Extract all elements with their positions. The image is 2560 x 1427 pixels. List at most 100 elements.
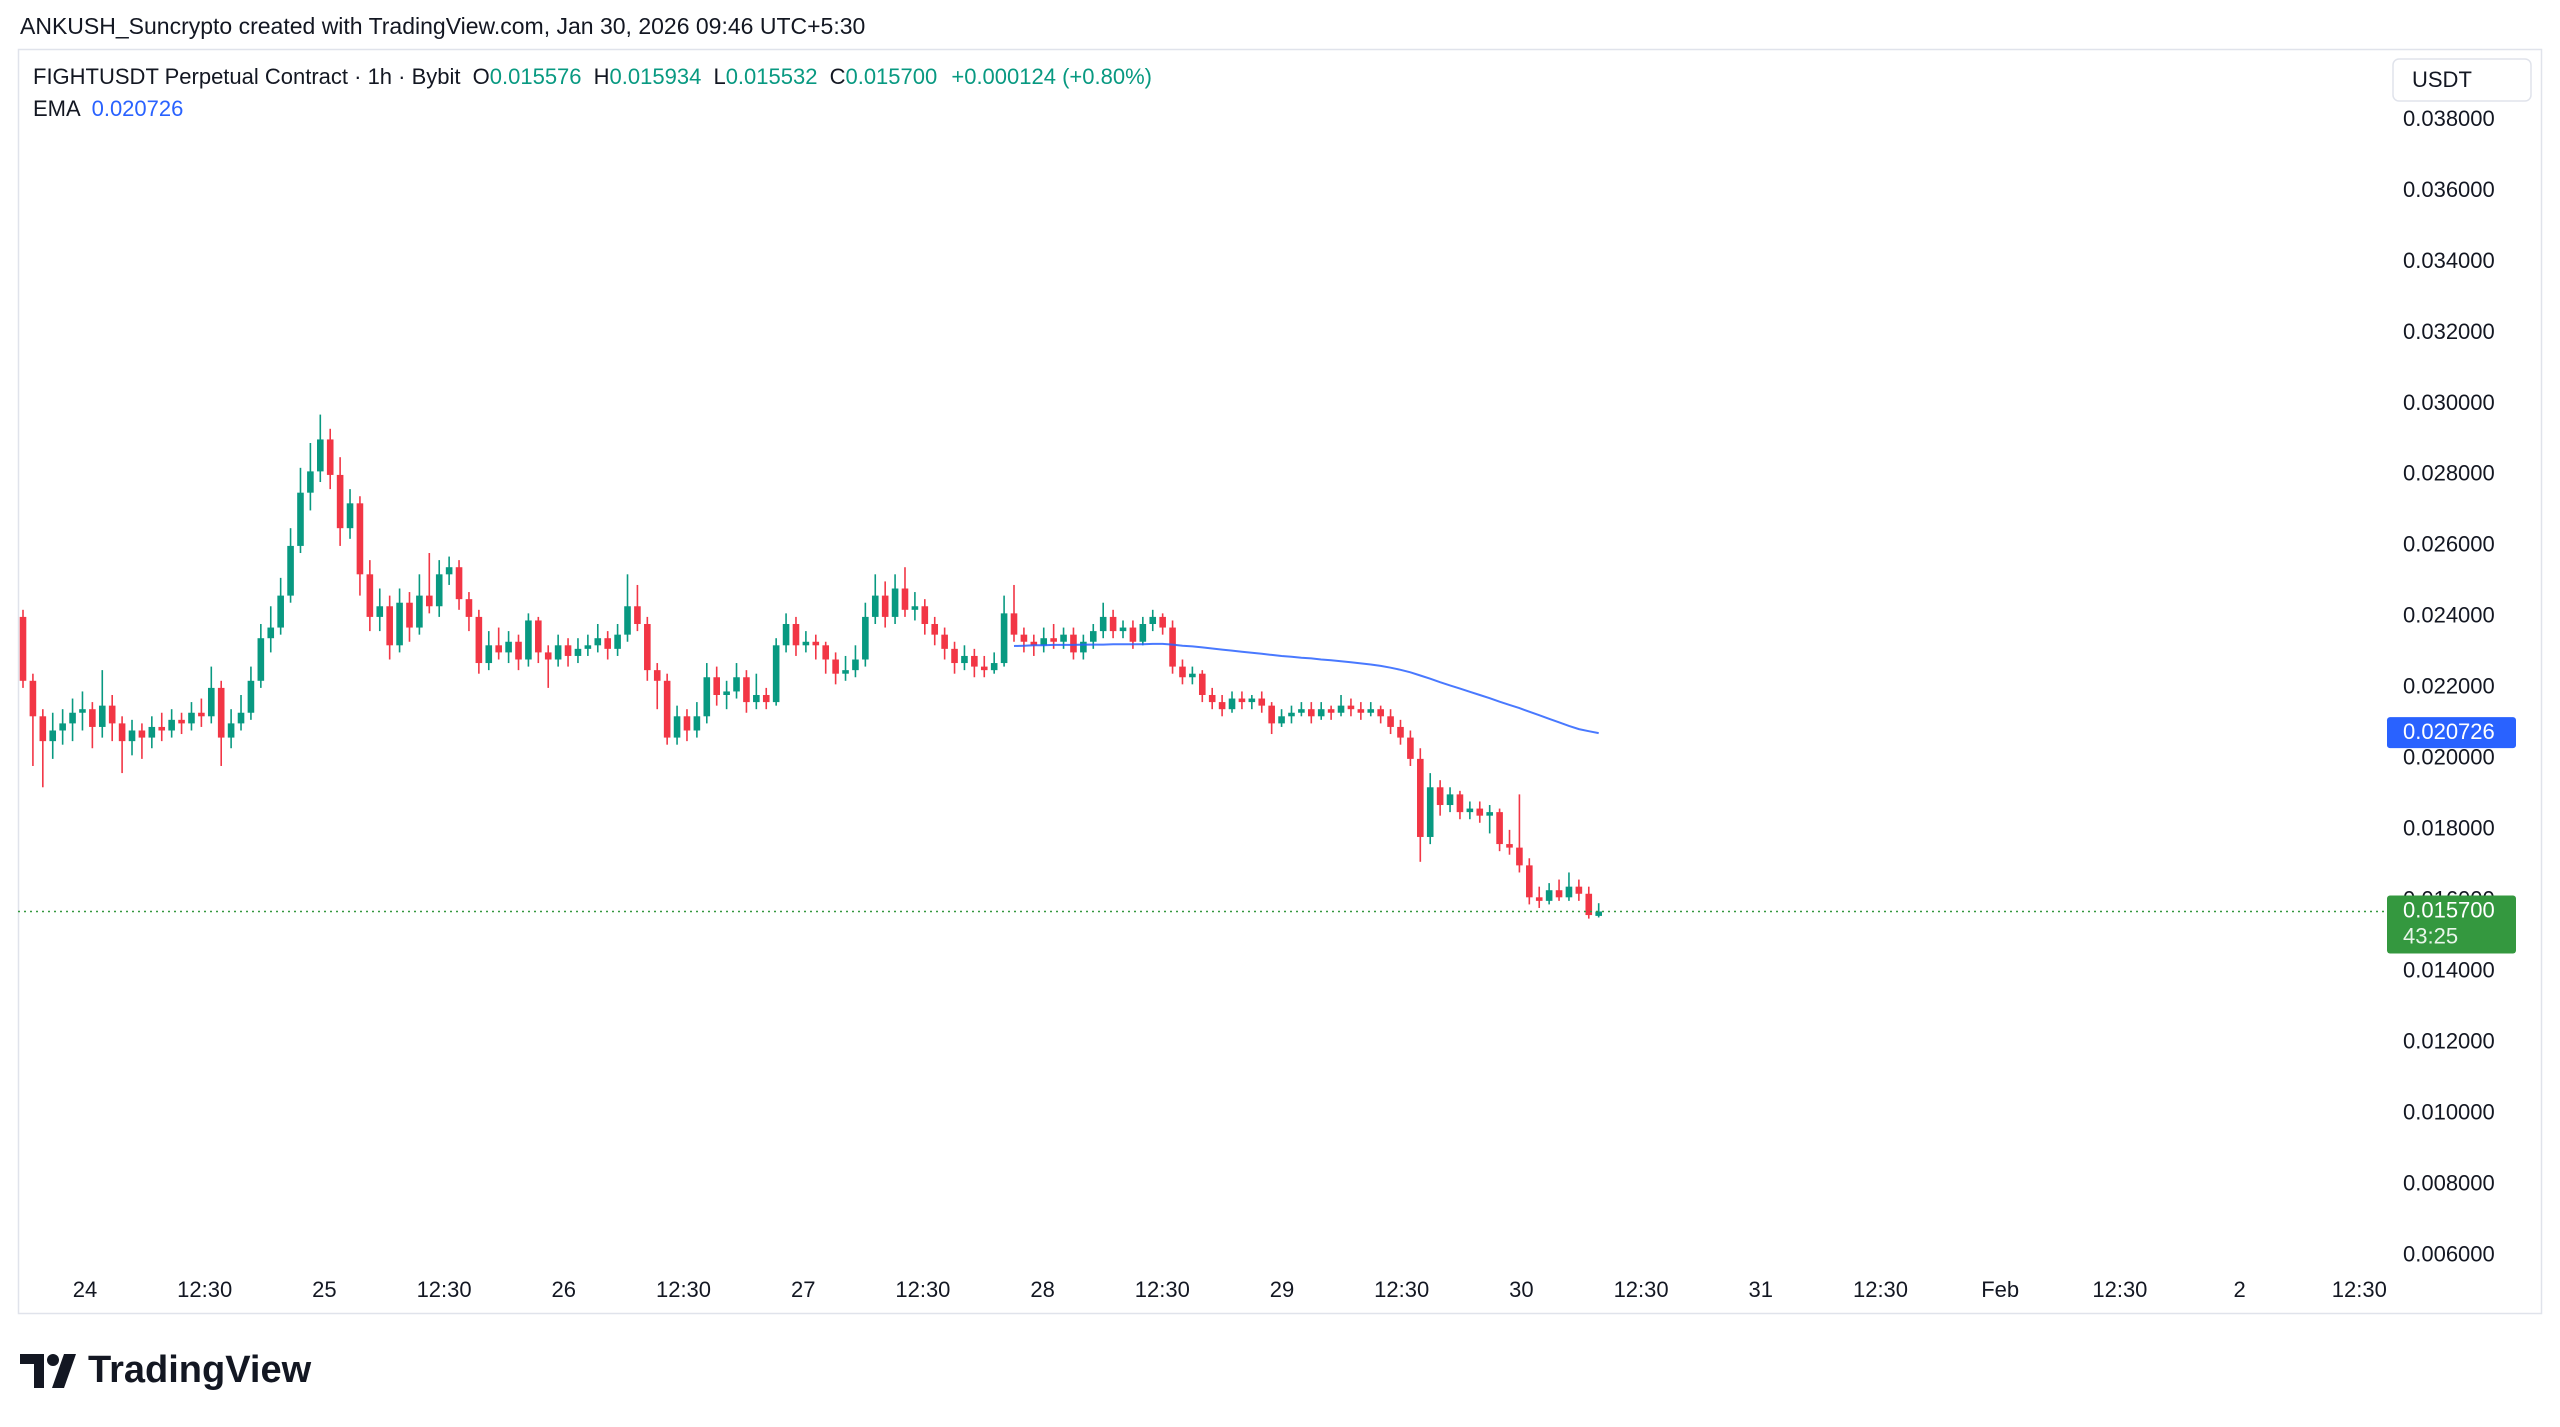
- y-tick-label: 0.032000: [2403, 319, 2495, 344]
- candle-body: [297, 492, 304, 546]
- x-tick-label: 25: [312, 1277, 336, 1302]
- candle-body: [1327, 709, 1335, 713]
- y-tick-label: 0.038000: [2403, 106, 2495, 131]
- candle-body: [1070, 634, 1077, 653]
- x-tick-label: 28: [1030, 1277, 1054, 1302]
- candle-body: [852, 659, 859, 671]
- candle-body: [1278, 716, 1285, 724]
- candle-body: [535, 620, 542, 653]
- candle-body: [1426, 787, 1434, 837]
- candle-body: [148, 726, 156, 738]
- candle-body: [435, 574, 443, 607]
- candle-body: [1308, 709, 1315, 717]
- candle-body: [376, 606, 384, 617]
- candle-body: [1486, 812, 1493, 816]
- candle-body: [366, 574, 374, 617]
- candle-body: [1129, 627, 1137, 642]
- candle-body: [693, 716, 701, 731]
- candle-body: [89, 709, 96, 727]
- axes: 0.038000 0.036000 0.034000 0.032000 0.030000…: [73, 106, 2516, 1302]
- candle-body: [69, 712, 76, 724]
- candle-body: [356, 503, 364, 575]
- candle-body: [1288, 712, 1295, 717]
- y-tick-label: 0.034000: [2403, 248, 2495, 273]
- candle-body: [1585, 893, 1593, 916]
- candle-body: [1020, 634, 1028, 642]
- ema-price-label: 0.020726: [2403, 719, 2495, 744]
- x-axis: 24 12:30 25 12:30 26 12:30 27 12:30 28 12:30 29 12:…: [73, 1277, 2387, 1302]
- candle-body: [29, 680, 37, 717]
- y-tick-label: 0.008000: [2403, 1171, 2495, 1196]
- candle-body: [1446, 794, 1454, 806]
- candle-body: [49, 730, 57, 742]
- y-tick-label: 0.020000: [2403, 745, 2495, 770]
- y-tick-label: 0.022000: [2403, 674, 2495, 699]
- candle-body: [1535, 897, 1543, 901]
- candle-body: [207, 687, 215, 717]
- high-label: H: [594, 64, 610, 89]
- close-label: C: [830, 64, 846, 89]
- high-value: 0.015934: [610, 64, 702, 89]
- candle-body: [1198, 673, 1206, 695]
- candle-body: [1089, 631, 1097, 642]
- candle-body: [1417, 758, 1424, 837]
- candle-body: [1476, 808, 1484, 816]
- candle-body: [792, 624, 800, 646]
- close-value: 0.015700: [845, 64, 937, 89]
- candle-body: [1575, 886, 1583, 894]
- candle-body: [822, 645, 830, 660]
- open-label: O: [473, 64, 490, 89]
- candle-body: [1317, 709, 1325, 717]
- x-tick-label: 2: [2233, 1277, 2245, 1302]
- candle-body: [584, 645, 592, 649]
- change-value: +0.000124 (+0.80%): [951, 64, 1152, 89]
- candle-body: [465, 599, 473, 617]
- x-tick-label: 31: [1749, 1277, 1773, 1302]
- candle-body: [842, 670, 849, 674]
- candle-body: [1595, 911, 1602, 916]
- candle-body: [1010, 613, 1018, 635]
- candle-body: [941, 634, 948, 649]
- y-tick-label: 0.012000: [2403, 1029, 2495, 1054]
- candle-body: [1387, 716, 1394, 727]
- candle-body: [624, 606, 631, 635]
- candle-body: [1189, 673, 1196, 678]
- candle-body: [1179, 666, 1186, 678]
- candle-body: [1218, 702, 1226, 710]
- candle-body: [961, 655, 968, 664]
- candle-body: [1050, 638, 1057, 642]
- candle-body: [168, 719, 175, 731]
- candle-body: [663, 680, 671, 738]
- symbol-title: FIGHTUSDT Perpetual Contract · 1h · Bybi…: [33, 64, 461, 89]
- candle-body: [713, 677, 720, 695]
- candle-body: [871, 595, 879, 617]
- candle-body: [733, 677, 740, 692]
- y-tick-label: 0.018000: [2403, 816, 2495, 841]
- attribution: ANKUSH_Suncrypto created with TradingVie…: [20, 13, 865, 39]
- candle-body: [782, 624, 790, 646]
- y-tick-label: 0.036000: [2403, 177, 2495, 202]
- candle-body: [1080, 641, 1087, 653]
- x-tick-label: 12:30: [2092, 1277, 2147, 1302]
- candle-body: [802, 641, 810, 646]
- candle-body: [634, 606, 641, 625]
- candle-body: [178, 719, 185, 724]
- candle-body: [1238, 698, 1246, 703]
- candle-body: [336, 474, 344, 529]
- candle-body: [862, 616, 869, 660]
- brand-logo: TradingView: [20, 1349, 312, 1391]
- candle-body: [743, 677, 750, 703]
- logo-slash: [52, 1354, 76, 1388]
- x-tick-label: 12:30: [417, 1277, 472, 1302]
- y-tick-label: 0.028000: [2403, 461, 2495, 486]
- candle-body: [1298, 709, 1305, 713]
- currency-button[interactable]: [2392, 58, 2532, 102]
- last-price-label: 0.015700: [2403, 897, 2495, 922]
- candle-body: [1466, 808, 1474, 813]
- x-tick-label: 12:30: [1135, 1277, 1190, 1302]
- candle-body: [673, 716, 681, 738]
- candle-body: [188, 712, 195, 724]
- candle-body: [772, 645, 780, 703]
- candle-body: [574, 648, 582, 656]
- candle-body: [1109, 616, 1117, 632]
